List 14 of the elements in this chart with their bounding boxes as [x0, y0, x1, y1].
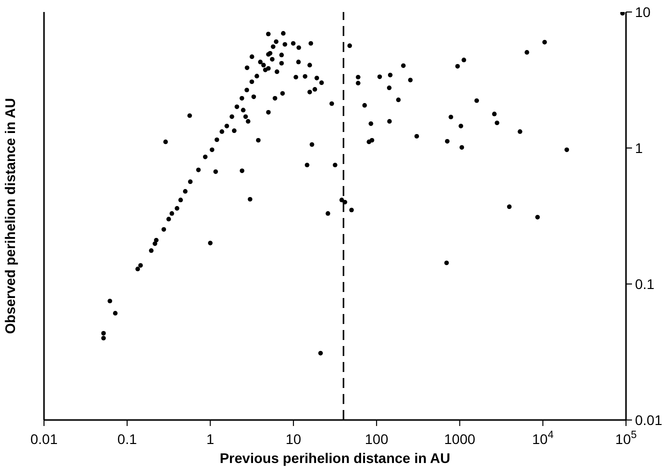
x-tick-label: 0.1 — [117, 431, 138, 447]
x-axis-title: Previous perihelion distance in AU — [220, 450, 450, 466]
y-axis-title: Observed perihelion distance in AU — [2, 98, 18, 334]
y-tick-label: 0.1 — [635, 276, 655, 292]
y-tick-label: 0.01 — [635, 412, 662, 428]
x-tick-label: 100 — [364, 431, 388, 447]
y-tick-label: 10 — [635, 4, 651, 20]
x-tick-label: 0.01 — [30, 431, 58, 447]
y-tick-label: 1 — [635, 140, 643, 156]
x-tick-label: 10$^{5}$ — [615, 429, 637, 447]
x-tick-label: 10$^{4}$ — [532, 429, 554, 447]
x-tick-label: 1 — [206, 431, 214, 447]
x-tick-label: 10 — [286, 431, 302, 447]
x-tick-label: 1000 — [444, 431, 476, 447]
